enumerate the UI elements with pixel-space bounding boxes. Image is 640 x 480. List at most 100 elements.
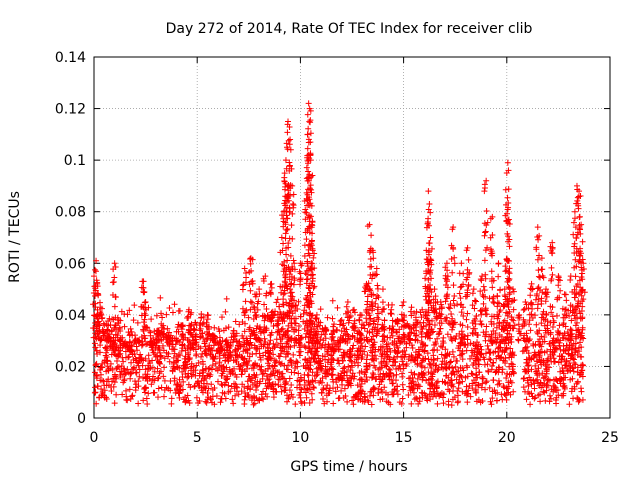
baseline-point — [339, 367, 346, 374]
baseline-point — [91, 369, 98, 376]
spike-point — [345, 319, 352, 326]
baseline-point — [385, 302, 392, 309]
baseline-point — [128, 359, 135, 366]
baseline-point — [314, 352, 321, 359]
baseline-point — [403, 322, 410, 329]
spike-point — [548, 276, 555, 283]
baseline-point — [199, 358, 206, 365]
baseline-point — [122, 370, 129, 377]
baseline-point — [288, 391, 295, 398]
baseline-point — [492, 369, 499, 376]
baseline-point — [544, 377, 551, 384]
baseline-point — [123, 393, 130, 400]
baseline-point — [415, 400, 422, 407]
spike-point — [365, 280, 372, 287]
baseline-point — [408, 380, 415, 387]
baseline-point — [447, 359, 454, 366]
baseline-point — [344, 350, 351, 357]
spike-point — [505, 337, 512, 344]
spike-point — [510, 306, 517, 313]
baseline-point — [442, 379, 449, 386]
baseline-point — [432, 367, 439, 374]
baseline-point — [130, 317, 137, 324]
baseline-point — [262, 380, 269, 387]
spike-point — [456, 290, 463, 297]
spike-point — [579, 314, 586, 321]
spike-point — [527, 292, 534, 299]
baseline-point — [566, 401, 573, 408]
baseline-point — [364, 365, 371, 372]
baseline-point — [241, 359, 248, 366]
spike-point — [529, 314, 536, 321]
baseline-point — [344, 339, 351, 346]
baseline-point — [155, 394, 162, 401]
spike-point — [370, 333, 377, 340]
baseline-point — [413, 381, 420, 388]
baseline-point — [525, 350, 532, 357]
spike-point — [94, 280, 101, 287]
baseline-point — [313, 372, 320, 379]
baseline-point — [474, 345, 481, 352]
baseline-point — [425, 369, 432, 376]
baseline-point — [328, 359, 335, 366]
baseline-point — [488, 401, 495, 408]
baseline-point — [532, 362, 539, 369]
spike-point — [140, 319, 147, 326]
spike-point — [532, 296, 539, 303]
baseline-point — [335, 346, 342, 353]
spike-point — [197, 320, 204, 327]
spike-point — [576, 308, 583, 315]
baseline-point — [126, 332, 133, 339]
spike-point — [303, 280, 310, 287]
spike-point — [549, 323, 556, 330]
baseline-point — [349, 370, 356, 377]
baseline-point — [439, 344, 446, 351]
baseline-point — [567, 376, 574, 383]
baseline-point — [93, 400, 100, 407]
baseline-point — [196, 327, 203, 334]
baseline-point — [212, 360, 219, 367]
baseline-point — [205, 394, 212, 401]
baseline-point — [546, 341, 553, 348]
baseline-point — [563, 357, 570, 364]
baseline-point — [184, 392, 191, 399]
baseline-point — [134, 347, 141, 354]
baseline-point — [347, 367, 354, 374]
data-point — [483, 177, 490, 184]
baseline-point — [217, 395, 224, 402]
spike-point — [309, 260, 316, 267]
baseline-point — [434, 355, 441, 362]
baseline-point — [413, 308, 420, 315]
baseline-point — [93, 360, 100, 367]
baseline-point — [502, 392, 509, 399]
spike-point — [286, 123, 293, 130]
baseline-point — [270, 351, 277, 358]
baseline-point — [173, 328, 180, 335]
baseline-point — [345, 353, 352, 360]
baseline-point — [455, 368, 462, 375]
baseline-point — [484, 342, 491, 349]
baseline-point — [457, 372, 464, 379]
baseline-point — [101, 357, 108, 364]
baseline-point — [500, 383, 507, 390]
spike-point — [573, 263, 580, 270]
baseline-point — [556, 322, 563, 329]
baseline-point — [146, 365, 153, 372]
baseline-point — [532, 377, 539, 384]
spike-point — [511, 322, 518, 329]
spike-point — [469, 320, 476, 327]
baseline-point — [264, 365, 271, 372]
spike-point — [301, 253, 308, 260]
baseline-point — [111, 371, 118, 378]
baseline-point — [389, 380, 396, 387]
spike-point — [481, 188, 488, 195]
baseline-point — [399, 381, 406, 388]
baseline-point — [463, 388, 470, 395]
baseline-point — [534, 376, 541, 383]
spike-point — [515, 336, 522, 343]
spike-point — [336, 321, 343, 328]
spike-point — [430, 328, 437, 335]
baseline-point — [198, 377, 205, 384]
spike-point — [526, 311, 533, 318]
spike-point — [314, 328, 321, 335]
